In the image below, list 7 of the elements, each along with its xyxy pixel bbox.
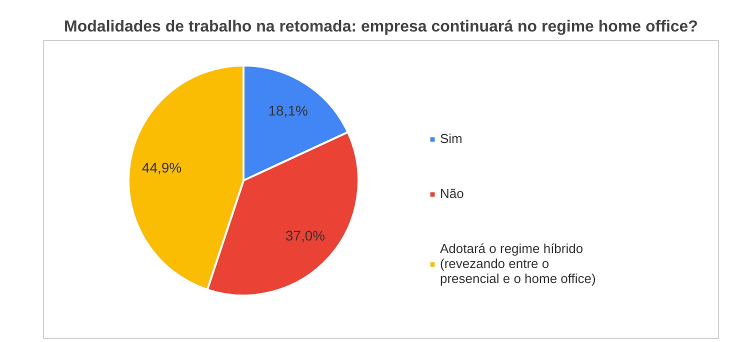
data-label: 37,0% [285, 228, 326, 244]
legend-label: Adotará o regime híbrido (revezando entre o presencial e o home office) [440, 241, 596, 286]
chart-title: Modalidades de trabalho na retomada: empresa continuará no regime home office? [64, 18, 698, 36]
data-label: 18,1% [268, 102, 308, 119]
legend-label: Não [440, 186, 464, 201]
legend-label: Sim [440, 131, 462, 146]
data-label: 44,9% [142, 159, 182, 176]
